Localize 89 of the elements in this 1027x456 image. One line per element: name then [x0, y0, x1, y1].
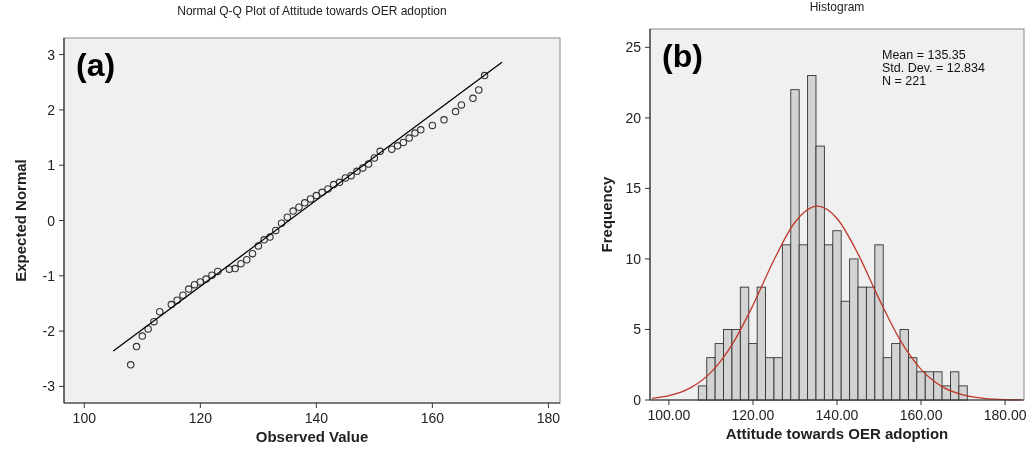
point: [260, 236, 268, 244]
y-axis-title: Expected Normal: [12, 159, 29, 282]
point: [347, 171, 355, 180]
point: [196, 278, 205, 286]
chart-title: Histogram: [809, 0, 865, 14]
point: [376, 147, 384, 156]
x-tick-label: 160: [420, 410, 445, 426]
point: [388, 145, 396, 153]
point: [480, 71, 489, 80]
point: [167, 300, 176, 309]
point: [301, 199, 309, 207]
annotation: Std. Dev. = 12.834: [882, 61, 986, 75]
point: [138, 332, 147, 340]
point: [242, 256, 251, 264]
y-tick-label: 0: [633, 392, 642, 408]
point: [184, 285, 193, 293]
point: [248, 249, 257, 258]
point: [271, 226, 280, 235]
point: [330, 180, 338, 189]
y-tick-label: 10: [625, 250, 642, 267]
x-tick-label: 100: [72, 410, 97, 426]
point: [126, 361, 135, 369]
point: [144, 325, 152, 333]
point: [213, 267, 222, 276]
annotation: N = 221: [882, 74, 927, 88]
x-tick-label: 180: [536, 410, 561, 426]
x-tick-label: 180.00: [983, 407, 1027, 423]
chart-title: Normal Q-Q Plot of Attitude towards OER adoption: [177, 4, 447, 18]
y-axis-title: Frequency: [598, 175, 615, 253]
x-axis-title: Attitude towards OER adoption: [725, 425, 949, 442]
point: [324, 185, 332, 193]
y-tick-label: 5: [633, 321, 642, 338]
point: [405, 134, 413, 142]
y-tick-label: -2: [42, 323, 56, 340]
point: [132, 342, 141, 351]
point: [440, 116, 448, 124]
y-tick-label: 15: [625, 180, 642, 197]
x-tick-label: 120.00: [731, 407, 775, 423]
point: [190, 280, 199, 289]
y-tick-label: 2: [47, 101, 56, 118]
point: [359, 164, 367, 172]
point: [173, 296, 181, 304]
x-tick-label: 100.00: [647, 407, 691, 423]
point: [283, 213, 292, 221]
point: [155, 308, 164, 316]
point: [150, 317, 158, 326]
annotation: Mean = 135.35: [882, 48, 966, 62]
point: [393, 142, 402, 150]
point: [318, 188, 326, 197]
x-tick-label: 140: [304, 410, 329, 426]
point: [179, 291, 187, 299]
point: [306, 195, 315, 203]
point: [364, 160, 373, 168]
x-tick-label: 140.00: [815, 407, 859, 423]
point: [202, 275, 210, 283]
y-tick-label: 0: [47, 212, 56, 229]
point: [277, 219, 286, 228]
x-axis-title: Observed Value: [255, 428, 369, 445]
point: [411, 129, 419, 137]
y-tick-label: -3: [42, 378, 56, 395]
point: [457, 101, 466, 109]
point: [399, 138, 408, 147]
point: [370, 154, 379, 162]
y-tick-label: 3: [47, 46, 56, 63]
annotation: (b): [662, 38, 703, 74]
point: [295, 203, 303, 211]
point: [353, 167, 361, 176]
point: [475, 86, 483, 94]
point: [451, 107, 460, 116]
y-tick-label: 1: [47, 157, 56, 174]
point: [289, 207, 297, 215]
x-tick-label: 160.00: [899, 407, 943, 423]
annotation: (a): [76, 47, 116, 83]
point: [341, 174, 350, 182]
point: [208, 271, 216, 279]
point: [231, 264, 239, 273]
y-tick-label: 25: [625, 39, 642, 56]
point: [312, 191, 321, 200]
y-tick-label: -1: [42, 267, 56, 284]
y-tick-label: 20: [625, 109, 642, 126]
point: [237, 259, 245, 268]
point: [266, 233, 274, 241]
x-tick-label: 120: [188, 410, 213, 426]
point: [469, 94, 477, 103]
point: [225, 265, 234, 273]
point: [335, 178, 344, 187]
point: [417, 126, 425, 134]
point: [254, 242, 263, 250]
point: [428, 121, 437, 130]
